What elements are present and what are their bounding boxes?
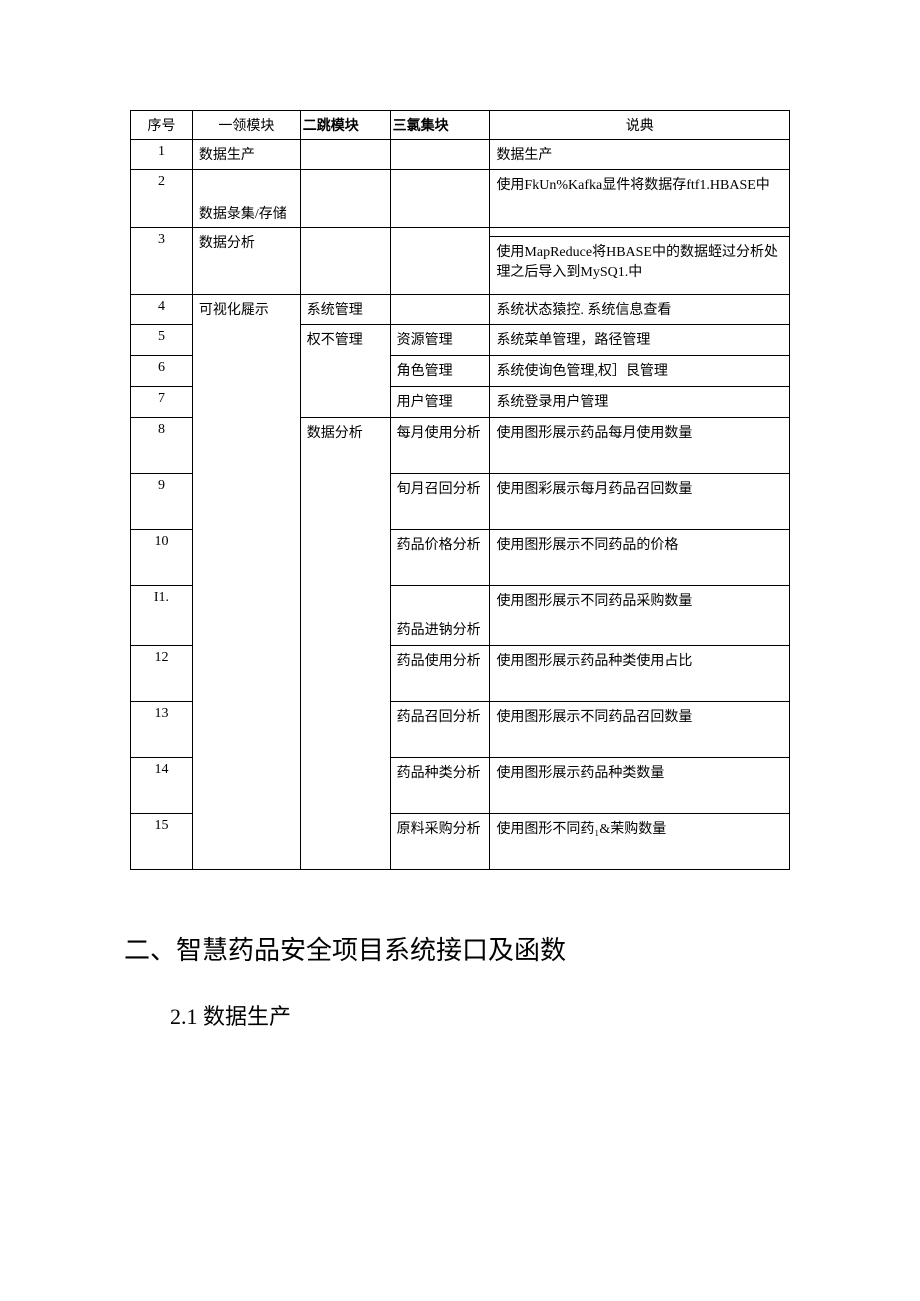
table-row: 3 数据分析 <box>131 228 790 237</box>
cell-desc: 使用图形展示不同药品的价格 <box>490 530 790 586</box>
cell-m1: 数据彔集/存储 <box>192 170 300 228</box>
cell-seq: 14 <box>131 758 193 814</box>
cell-m3: 原料采购分析 <box>390 814 490 870</box>
cell-m3: 药品价格分析 <box>390 530 490 586</box>
cell-desc: 系统使询色管理,权］艮管理 <box>490 356 790 387</box>
table-row: 2 数据彔集/存储 使用FkUn%Kafka显件将数据存ftf1.HBASE中 <box>131 170 790 228</box>
table-row: 4 可视化屣示 系统管理 系统状态猿控. 系统信息查看 <box>131 295 790 325</box>
cell-seq: 5 <box>131 325 193 356</box>
cell-seq: 10 <box>131 530 193 586</box>
cell-m3 <box>390 170 490 228</box>
header-m1: 一领模块 <box>192 111 300 140</box>
cell-m3 <box>390 295 490 325</box>
table-row: 1 数据生产 数据生产 <box>131 140 790 170</box>
cell-m3: 用户管理 <box>390 387 490 418</box>
cell-seq: 2 <box>131 170 193 228</box>
cell-m3: 药品进钠分析 <box>390 586 490 646</box>
cell-desc <box>490 228 790 237</box>
cell-desc: 使用图形展示药品每月使用数量 <box>490 418 790 474</box>
cell-seq: I1. <box>131 586 193 646</box>
table-header-row: 序号 一领模块 二跳模块 三氯集块 说典 <box>131 111 790 140</box>
cell-seq: 7 <box>131 387 193 418</box>
cell-m1: 数据生产 <box>192 140 300 170</box>
cell-seq: 12 <box>131 646 193 702</box>
cell-m3: 角色管理 <box>390 356 490 387</box>
section-heading-2: 2.1 数据生产 <box>170 999 790 1031</box>
cell-seq: 13 <box>131 702 193 758</box>
cell-seq: 4 <box>131 295 193 325</box>
cell-m3: 旬月召回分析 <box>390 474 490 530</box>
cell-seq: 8 <box>131 418 193 474</box>
cell-m2 <box>300 170 390 228</box>
cell-seq: 9 <box>131 474 193 530</box>
cell-desc: 使用MapReduce将HBASE中的数据蛭过分析处理之后导入到MySQ1.中 <box>490 237 790 295</box>
cell-m1: 数据分析 <box>192 228 300 295</box>
cell-desc: 使用图彩展示每月药品召回数量 <box>490 474 790 530</box>
cell-seq: 15 <box>131 814 193 870</box>
cell-desc: 使用图形展示药品种类数量 <box>490 758 790 814</box>
cell-m3: 药品召回分析 <box>390 702 490 758</box>
cell-m1: 可视化屣示 <box>192 295 300 870</box>
module-table: 序号 一领模块 二跳模块 三氯集块 说典 1 数据生产 数据生产 2 数据彔集/… <box>130 110 790 870</box>
cell-desc: 使用图形展示不同药品采购数量 <box>490 586 790 646</box>
cell-m3: 药品使用分析 <box>390 646 490 702</box>
header-seq: 序号 <box>131 111 193 140</box>
section-heading-1: 二、智慧药品安全项目系统接口及函数 <box>124 930 790 967</box>
cell-seq: 6 <box>131 356 193 387</box>
cell-m3: 资源管理 <box>390 325 490 356</box>
cell-desc: 使用图形展示药品种类使用占比 <box>490 646 790 702</box>
cell-m2 <box>300 228 390 295</box>
table-body: 1 数据生产 数据生产 2 数据彔集/存储 使用FkUn%Kafka显件将数据存… <box>131 140 790 870</box>
cell-m2: 系统管理 <box>300 295 390 325</box>
cell-desc: 系统登录用户管理 <box>490 387 790 418</box>
cell-desc: 使用FkUn%Kafka显件将数据存ftf1.HBASE中 <box>490 170 790 228</box>
header-m3: 三氯集块 <box>390 111 490 140</box>
cell-m3 <box>390 140 490 170</box>
cell-m2: 数据分析 <box>300 418 390 870</box>
cell-m3: 每月使用分析 <box>390 418 490 474</box>
cell-m2: 权不管理 <box>300 325 390 418</box>
cell-m3: 药品种类分析 <box>390 758 490 814</box>
cell-seq: 3 <box>131 228 193 295</box>
cell-m3 <box>390 228 490 295</box>
cell-seq: 1 <box>131 140 193 170</box>
cell-desc: 使用图形展示不同药品召回数量 <box>490 702 790 758</box>
header-desc: 说典 <box>490 111 790 140</box>
cell-desc: 使用图形不同药₁&茉购数量 <box>490 814 790 870</box>
cell-desc: 系统菜单管理，路径管理 <box>490 325 790 356</box>
cell-desc: 数据生产 <box>490 140 790 170</box>
cell-desc: 系统状态猿控. 系统信息查看 <box>490 295 790 325</box>
cell-m2 <box>300 140 390 170</box>
header-m2: 二跳模块 <box>300 111 390 140</box>
